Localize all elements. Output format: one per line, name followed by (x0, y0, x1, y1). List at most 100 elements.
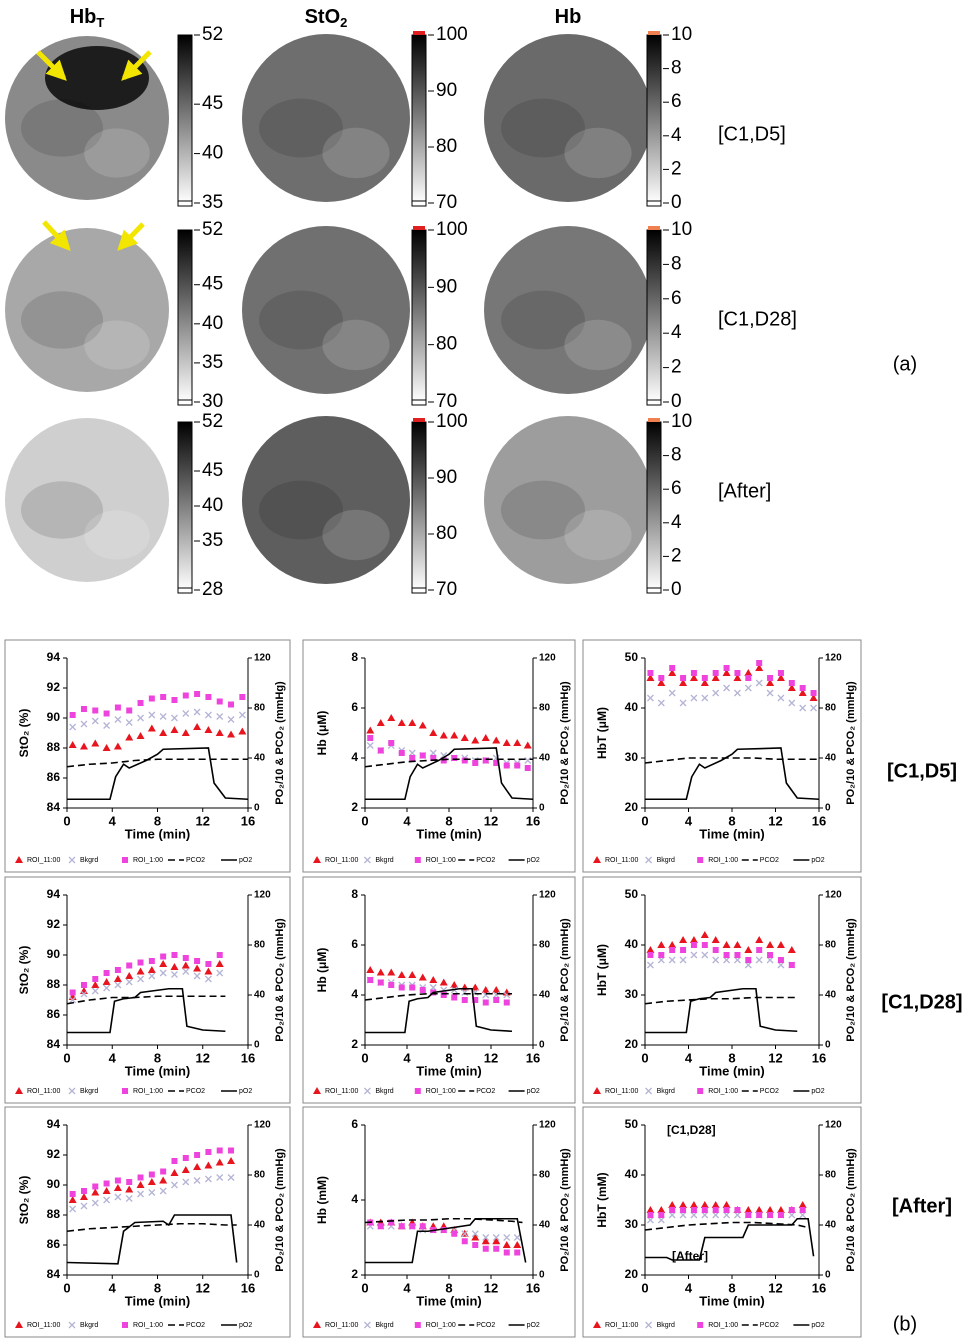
legend-label: pO2 (239, 1322, 252, 1329)
legend-symbol (122, 1322, 128, 1328)
point (734, 952, 740, 958)
point (137, 968, 145, 975)
point (702, 942, 708, 948)
point (778, 670, 784, 676)
point (767, 1212, 773, 1218)
point (171, 715, 177, 721)
point (462, 997, 468, 1003)
point (160, 954, 166, 960)
point (647, 695, 653, 701)
column-title: Hb (555, 6, 582, 28)
point (80, 1193, 88, 1200)
point (204, 968, 212, 975)
point (115, 1194, 121, 1200)
x-tick-label: 16 (241, 813, 255, 828)
colorbar (412, 35, 426, 203)
point (170, 1169, 178, 1176)
point (228, 717, 234, 723)
colorbar-cap (413, 31, 425, 35)
point (408, 971, 416, 978)
chart: 848688909294040801200481216Time (min)StO… (5, 877, 290, 1103)
y-tick-label: 8 (351, 650, 358, 664)
column-title-sub: T (96, 15, 104, 30)
point (647, 952, 653, 958)
point (104, 723, 110, 729)
colorbar (647, 422, 661, 590)
y2-tick-label: 0 (539, 1270, 545, 1281)
point (81, 1203, 87, 1209)
line-series (645, 748, 819, 799)
colorbar-tick-label: 45 (202, 460, 223, 481)
point (724, 685, 730, 691)
point (398, 971, 406, 978)
colorbar-tick-label: 52 (202, 411, 223, 432)
colorbar-tick-label: 100 (436, 219, 468, 240)
point (745, 675, 751, 681)
point (149, 973, 155, 979)
y-tick-label: 92 (47, 680, 61, 694)
point (138, 1175, 144, 1181)
x-tick-label: 16 (526, 1050, 540, 1065)
point (193, 723, 201, 730)
legend-symbol (122, 1088, 128, 1094)
x-tick-label: 4 (109, 813, 117, 828)
y-tick-label: 88 (47, 1207, 61, 1221)
point (504, 1000, 510, 1006)
colorbar-tick-label: 6 (671, 288, 682, 309)
line-series (645, 1223, 808, 1231)
point (388, 982, 394, 988)
point (114, 975, 122, 982)
y-tick-label: 30 (625, 750, 639, 764)
point (377, 969, 385, 976)
colorbar (412, 230, 426, 402)
x-tick-label: 16 (241, 1050, 255, 1065)
point (92, 718, 98, 724)
point (115, 1178, 121, 1184)
colorbar-tick-label: 40 (202, 143, 223, 164)
point (81, 1188, 87, 1194)
point (419, 974, 427, 981)
y-tick-label: 94 (47, 1117, 61, 1131)
point (420, 987, 426, 993)
point (366, 966, 374, 973)
colorbar-tick-label: 10 (671, 219, 692, 240)
legend-symbol (69, 857, 75, 863)
legend-label: ROI_1:00 (426, 1088, 456, 1095)
point (409, 755, 415, 761)
point (149, 696, 155, 702)
legend-symbol (69, 1322, 75, 1328)
point (69, 1196, 77, 1203)
y-tick-label: 86 (47, 770, 61, 784)
point (170, 963, 178, 970)
point (420, 1223, 426, 1229)
point (766, 941, 774, 948)
colorbar-tick-label: 6 (671, 478, 682, 499)
point (789, 1207, 795, 1213)
point (217, 952, 223, 958)
colorbar-tick-label: 8 (671, 58, 682, 79)
y-axis-label: StO₂ (%) (17, 946, 31, 995)
point (724, 1207, 730, 1213)
point (126, 1196, 132, 1202)
colorbar-tick-label: 0 (671, 579, 682, 600)
colorbar-tick-label: 45 (202, 274, 223, 295)
colorbar (647, 230, 661, 402)
y-tick-label: 4 (351, 750, 358, 764)
point (789, 962, 795, 968)
point (514, 1235, 520, 1241)
legend-label: ROI_11:00 (605, 857, 638, 864)
colorbar-tick-label: 4 (671, 512, 682, 533)
point (744, 669, 752, 676)
point (483, 1000, 489, 1006)
point (734, 690, 740, 696)
point (680, 947, 686, 953)
point (216, 1159, 224, 1166)
line-series (365, 748, 533, 799)
y2-tick-label: 80 (539, 940, 551, 951)
y-tick-label: 20 (625, 800, 639, 814)
colorbar-tick-label: 28 (202, 579, 223, 600)
line-series (365, 989, 512, 1033)
legend-label: Bkgrd (80, 1322, 98, 1329)
point (92, 1184, 98, 1190)
point (378, 1223, 384, 1229)
